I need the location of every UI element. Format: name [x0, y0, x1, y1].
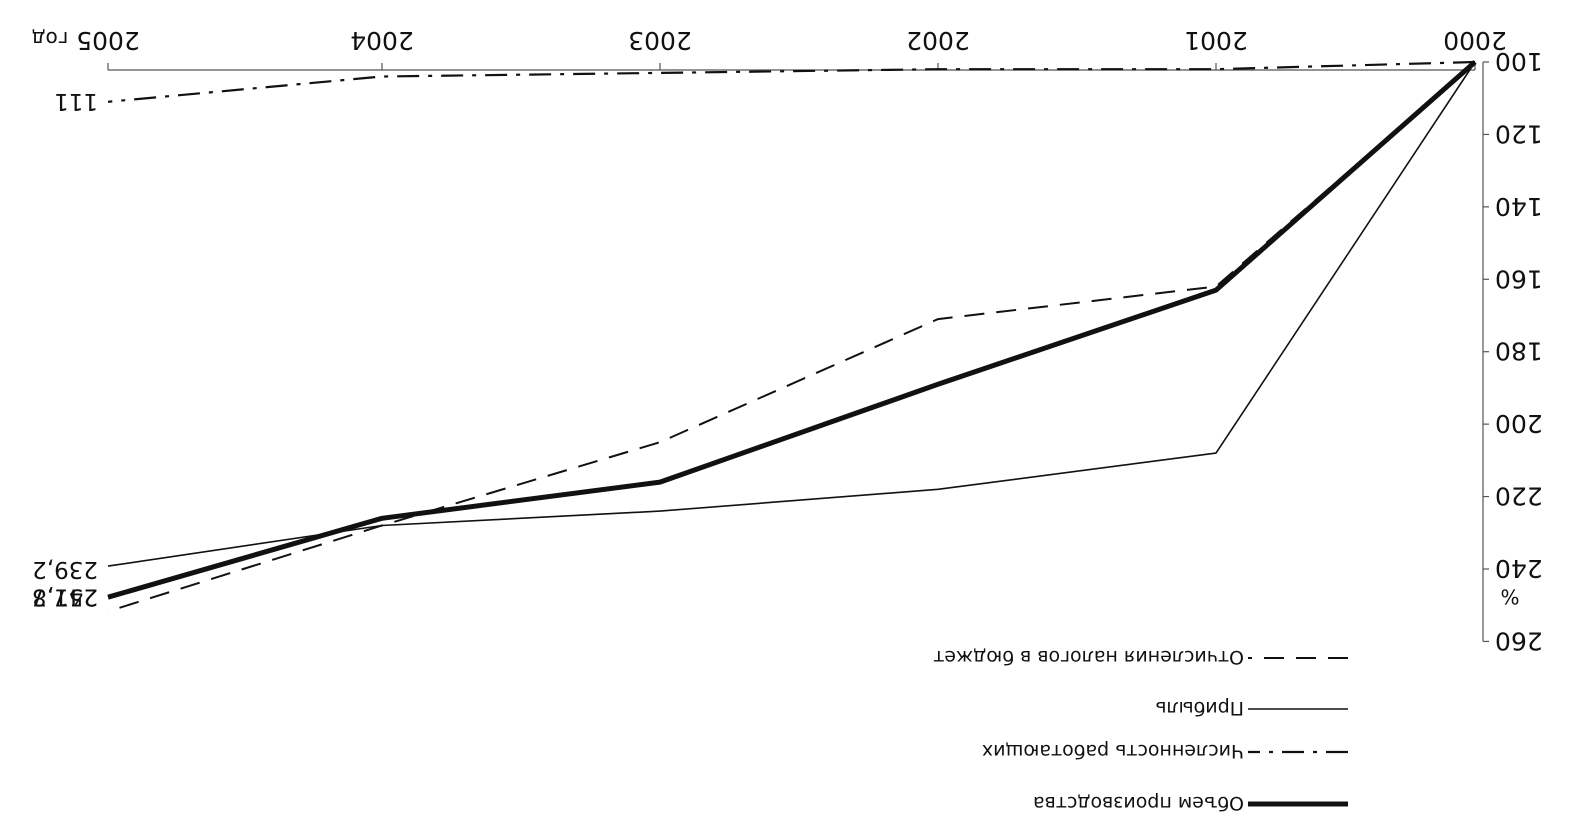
labels-layer: 100 120 140 160 180 200 220 240 260% 2000 2001 2002…: [32, 26, 1543, 655]
x-tick-label-2003: 2003: [628, 26, 692, 55]
end-label-0: 247,8: [32, 583, 98, 609]
legend-label-1: Численность работающих: [982, 740, 1244, 762]
legend: Объем производства Численность работающих…: [933, 646, 1348, 814]
y-tick-label-220: 220: [1495, 482, 1543, 511]
end-label-2: 239,2: [32, 556, 98, 582]
x-tick-label-2001: 2001: [1184, 26, 1248, 55]
legend-label-3: Отчисления налогов в бюджет: [933, 646, 1244, 668]
y-tick-label-240: 240: [1495, 554, 1543, 583]
series-line-1: [107, 60, 1476, 103]
series-line-3: [107, 61, 1476, 613]
axes-layer: [107, 61, 1489, 643]
end-label-3: 251,7: [32, 583, 98, 609]
y-tick-label-180: 180: [1495, 337, 1543, 366]
x-tick-label-2005: 2005: [76, 26, 140, 55]
x-tick-label-2000: 2000: [1443, 26, 1507, 55]
x-tick-label-2004: 2004: [350, 26, 414, 55]
end-label-1: 111: [54, 88, 98, 114]
series-layer: [107, 60, 1477, 613]
y-tick-label-100: 100: [1495, 47, 1543, 76]
y-tick-label-200: 200: [1495, 409, 1543, 438]
y-tick-label-120: 120: [1495, 119, 1543, 148]
y-tick-label-160: 160: [1495, 264, 1543, 293]
series-line-2: [107, 61, 1476, 567]
series-line-0: [107, 60, 1477, 600]
legend-label-2: Прибыль: [1155, 697, 1244, 719]
x-tick-label-2002: 2002: [906, 26, 970, 55]
legend-label-0: Объем производства: [1033, 792, 1244, 814]
x-axis-title: год: [32, 27, 69, 51]
y-axis-title: %: [1500, 584, 1519, 608]
y-tick-label-140: 140: [1495, 192, 1543, 221]
y-tick-label-260: 260: [1495, 626, 1543, 655]
